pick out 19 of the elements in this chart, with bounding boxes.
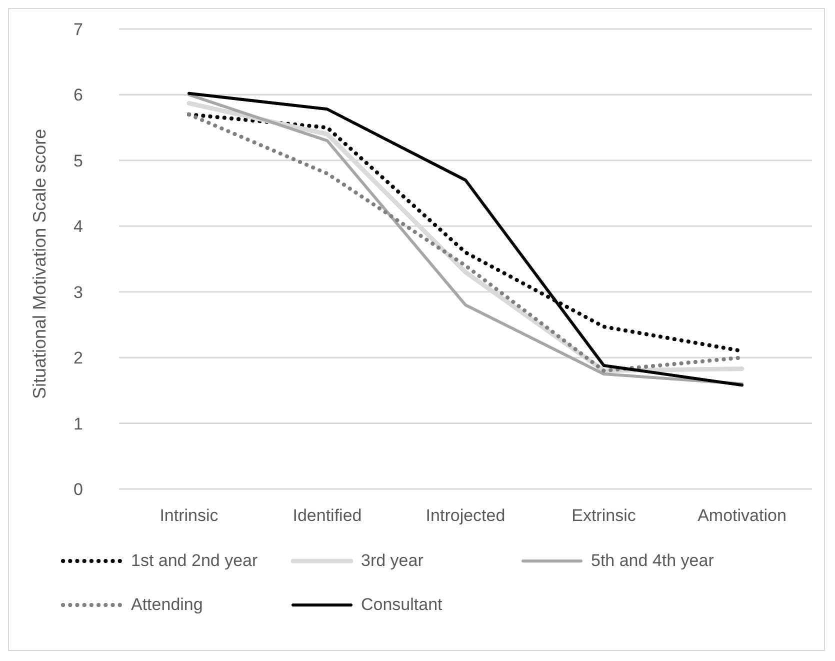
- y-axis-title: Situational Motivation Scale score: [29, 128, 50, 399]
- y-tick-label: 0: [74, 480, 83, 500]
- x-tick-label: Intrinsic: [160, 506, 219, 526]
- y-tick-label: 3: [74, 282, 83, 302]
- legend-label: 5th and 4th year: [591, 551, 714, 571]
- y-tick-label: 1: [74, 414, 83, 434]
- x-tick-label: Amotivation: [698, 506, 786, 526]
- y-tick-label: 4: [74, 217, 83, 236]
- x-tick-label: Identified: [292, 506, 362, 526]
- x-tick-label: Extrinsic: [572, 506, 636, 526]
- y-tick-label: 7: [74, 20, 83, 40]
- x-tick-label: Introjected: [426, 506, 506, 526]
- legend-label: 3rd year: [361, 551, 424, 571]
- legend-label: 1st and 2nd year: [131, 551, 258, 571]
- y-tick-label: 5: [74, 151, 83, 170]
- y-tick-label: 2: [74, 348, 83, 368]
- legend-label: Attending: [131, 595, 203, 615]
- legend-label: Consultant: [361, 595, 442, 615]
- y-tick-label: 6: [74, 86, 83, 105]
